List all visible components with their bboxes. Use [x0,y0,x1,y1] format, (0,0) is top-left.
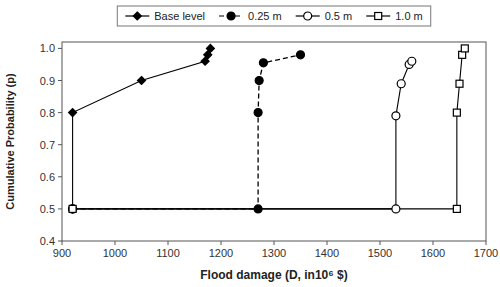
y-tick [58,144,62,145]
y-tick-label: 0.5 [40,203,55,215]
x-tick-label: 1200 [209,247,233,259]
point [69,205,77,213]
plot-frame [62,42,486,241]
point [69,205,77,213]
y-tick [58,176,62,177]
point [254,109,262,117]
x-tick [62,241,63,245]
chart: 900 1000 1100 1200 1300 1400 1500 1600 1700 0.4 0.… [0,0,500,287]
y-tick-label: 1.0 [40,42,55,54]
legend-label: 0.25 m [248,10,282,22]
x-tick [221,241,222,245]
point [254,205,262,213]
x-tick [380,241,381,245]
legend-item: 0.5 m [296,10,353,22]
x-tick [115,241,116,245]
y-tick [58,208,62,209]
x-tick-label: 900 [53,247,71,259]
x-axis-label: Flood damage (D, in10⁶ $) [200,268,348,282]
y-tick [58,241,62,242]
point [69,205,76,212]
legend-marker [304,12,312,20]
x-tick-label: 1000 [103,247,127,259]
plot-area [62,42,486,241]
legend-marker [227,12,235,20]
x-tick-label: 1600 [421,247,445,259]
point [255,77,263,85]
point [453,109,460,116]
y-tick-label: 0.7 [40,139,55,151]
point [297,51,305,59]
series-line [73,48,211,208]
legend-label: 1.0 m [395,10,423,22]
point [453,205,460,212]
legend-item: 0.25 m [219,10,282,22]
x-tick [486,241,487,245]
point [69,109,77,117]
x-tick-label: 1700 [474,247,498,259]
x-tick [433,241,434,245]
y-tick [58,80,62,81]
y-tick-label: 0.8 [40,107,55,119]
y-axis-label: Cumulative Probability (p) [4,73,16,210]
point [392,112,400,120]
legend-item: Base level [125,10,205,22]
point [206,44,214,52]
x-tick-label: 1100 [156,247,180,259]
legend-label: Base level [154,10,205,22]
x-tick [274,241,275,245]
x-tick [168,241,169,245]
x-tick-label: 1300 [262,247,286,259]
x-tick [327,241,328,245]
series-line [73,48,465,208]
point [259,59,267,67]
y-tick-label: 0.6 [40,171,55,183]
point [138,77,146,85]
point [461,45,468,52]
legend-marker [375,13,382,20]
point [392,205,400,213]
y-tick [58,48,62,49]
y-tick [58,112,62,113]
data-group [69,44,469,212]
point [456,80,463,87]
y-tick-label: 0.9 [40,75,55,87]
series-line [73,61,412,209]
x-tick-label: 1400 [315,247,339,259]
series-line [73,55,301,209]
point [69,205,77,213]
legend-item: 1.0 m [366,10,423,22]
legend-label: 0.5 m [325,10,353,22]
x-tick-label: 1500 [368,247,392,259]
legend-box [117,6,430,26]
point [397,80,405,88]
legend: Base level 0.25 m 0.5 m 1.0 m [117,6,430,26]
legend-marker [133,12,141,20]
y-tick-label: 0.4 [40,235,55,247]
point [408,57,416,65]
